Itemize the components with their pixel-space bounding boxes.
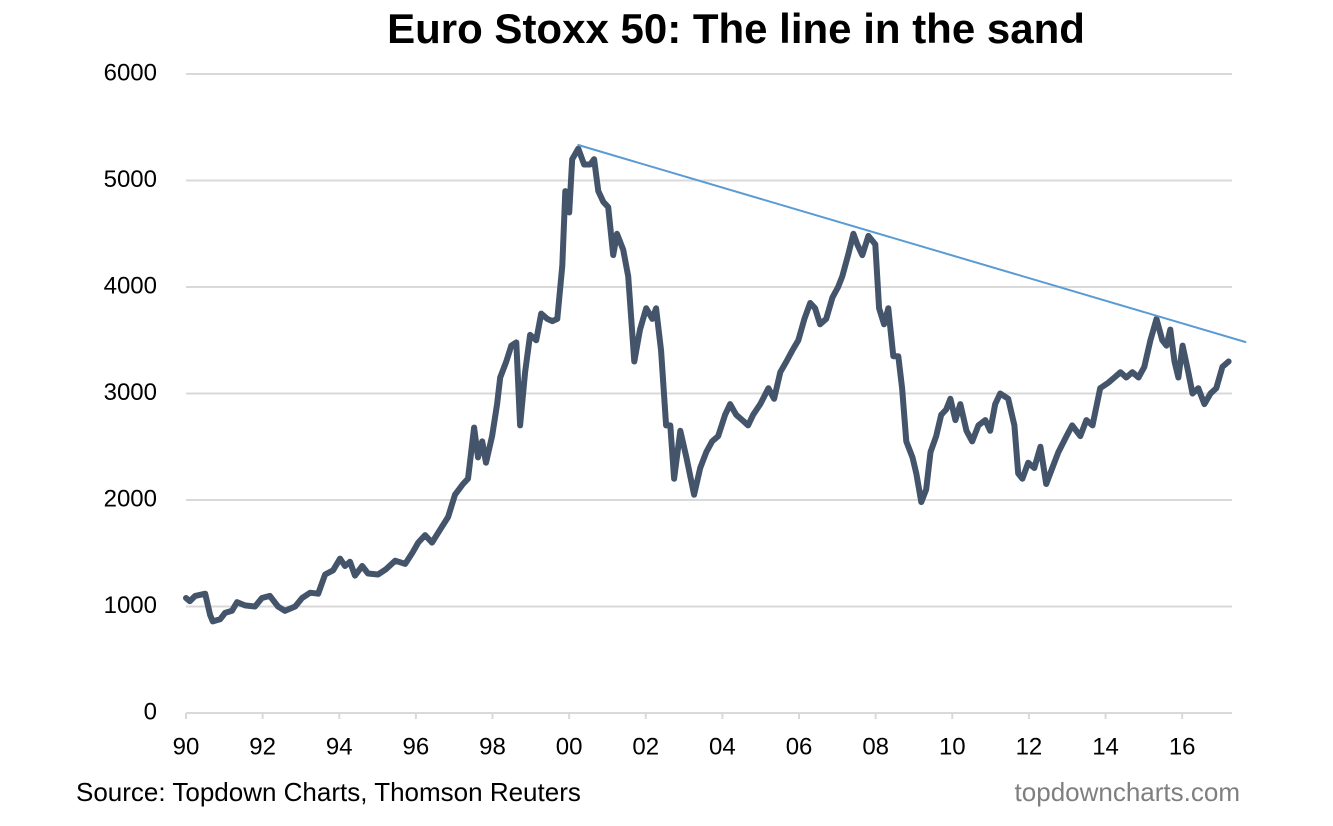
x-tick-label: 08 [862,733,889,760]
x-tick-label: 00 [556,733,583,760]
x-tick-label: 06 [786,733,813,760]
source-note: Source: Topdown Charts, Thomson Reuters [76,777,581,807]
y-tick-label: 6000 [104,59,157,86]
y-tick-label: 2000 [104,485,157,512]
price-line [183,145,1232,625]
x-tick-label: 02 [632,733,659,760]
y-tick-label: 0 [144,698,157,725]
watermark: topdowncharts.com [1015,777,1240,807]
trend-line [577,144,1247,343]
x-tick-label: 92 [249,733,276,760]
x-tick-label: 14 [1092,733,1119,760]
y-tick-label: 3000 [104,379,157,406]
x-tick-label: 96 [403,733,430,760]
y-tick-label: 5000 [104,166,157,193]
x-tick-label: 16 [1169,733,1196,760]
x-tick-label: 98 [479,733,506,760]
x-tick-label: 94 [326,733,353,760]
y-tick-label: 4000 [104,272,157,299]
y-tick-label: 1000 [104,592,157,619]
chart-title: Euro Stoxx 50: The line in the sand [387,5,1085,52]
x-tick-label: 12 [1016,733,1043,760]
x-tick-label: 10 [939,733,966,760]
x-tick-label: 04 [709,733,736,760]
x-tick-label: 90 [173,733,200,760]
